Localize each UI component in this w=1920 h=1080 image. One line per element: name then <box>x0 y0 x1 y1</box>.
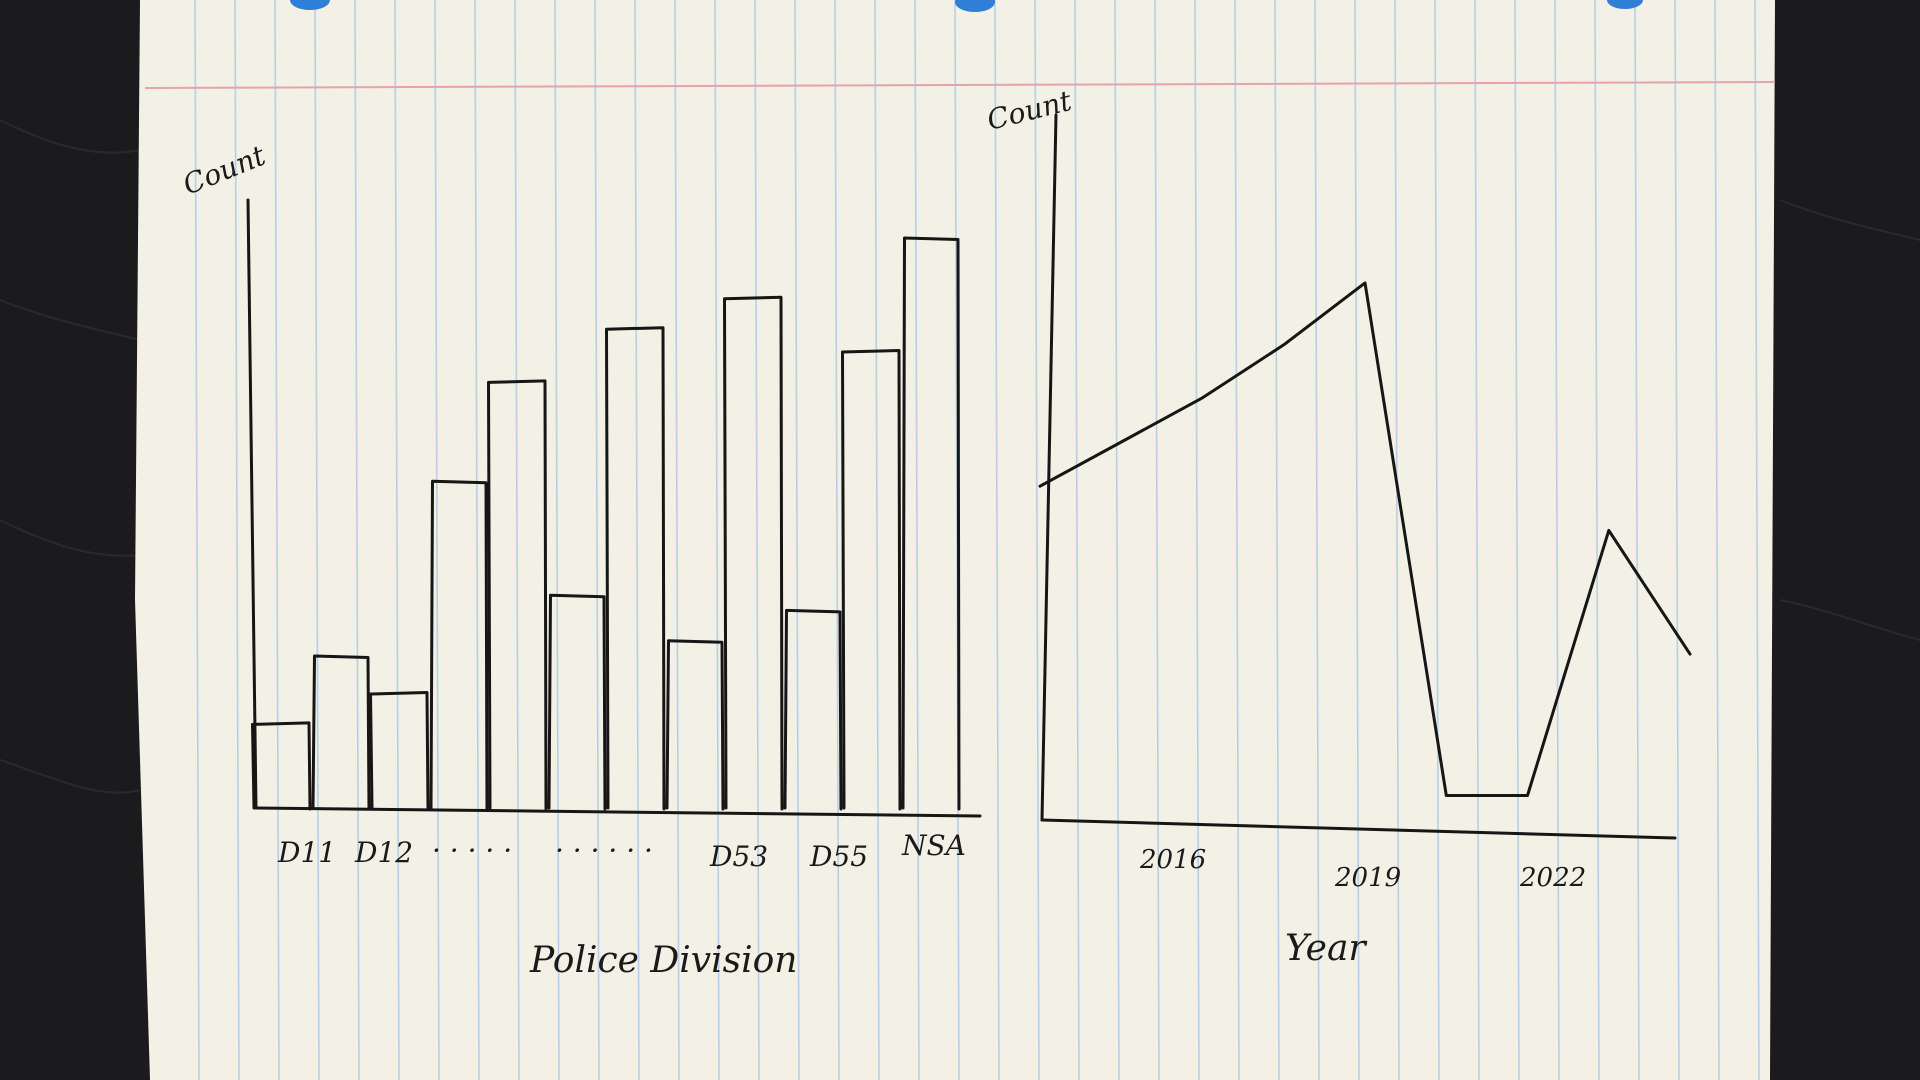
rule-line <box>1074 0 1080 1080</box>
bar <box>429 479 489 811</box>
rule-line <box>314 0 320 1080</box>
rule-line <box>954 0 960 1080</box>
rule-line <box>434 0 440 1080</box>
line-tick-label-2019: 2019 <box>1334 863 1401 893</box>
bar <box>901 236 961 811</box>
bar-tick-label-d11: D11 <box>277 836 336 869</box>
line-chart: Count 2016 2019 2022 Year <box>984 84 1692 969</box>
rule-line <box>1034 0 1040 1080</box>
binder-hole <box>1607 0 1643 9</box>
rule-line <box>474 0 480 1080</box>
margin-line <box>144 81 1776 89</box>
bar-chart-y-axis <box>246 198 258 810</box>
bar <box>783 608 843 811</box>
rule-line <box>1674 0 1680 1080</box>
rule-line <box>674 0 680 1080</box>
rule-line <box>1154 0 1160 1080</box>
rule-line <box>1474 0 1480 1080</box>
rule-line <box>1634 0 1640 1080</box>
rule-line <box>1354 0 1360 1080</box>
bar <box>251 721 312 811</box>
line-tick-label-2022: 2022 <box>1519 863 1586 893</box>
rule-line <box>554 0 560 1080</box>
rule-line <box>874 0 880 1080</box>
bar-tick-label-nsa: NSA <box>901 829 966 862</box>
rule-line <box>1114 0 1120 1080</box>
rule-line <box>754 0 760 1080</box>
rule-line <box>1514 0 1520 1080</box>
rule-line <box>1194 0 1200 1080</box>
rule-line <box>514 0 520 1080</box>
rule-line <box>194 0 200 1080</box>
bar <box>547 593 607 811</box>
line-chart-x-axis <box>1040 818 1677 840</box>
bar-tick-label-d12: D12 <box>354 836 413 869</box>
rule-line <box>1434 0 1440 1080</box>
rule-line <box>354 0 360 1080</box>
rule-line <box>274 0 280 1080</box>
rule-line <box>1314 0 1320 1080</box>
bar-chart-bars <box>251 236 961 811</box>
line-chart-x-label: Year <box>1285 928 1367 969</box>
bar-tick-label-d55: D55 <box>809 840 868 873</box>
binder-hole <box>955 0 995 12</box>
rule-line <box>234 0 240 1080</box>
line-tick-label-2016: 2016 <box>1139 845 1206 875</box>
rule-line <box>914 0 920 1080</box>
rule-line <box>1274 0 1280 1080</box>
bar <box>665 639 725 811</box>
bar-tick-label-ellipsis-2: · · · · · · <box>555 834 653 867</box>
rule-line <box>634 0 640 1080</box>
bar <box>605 326 666 811</box>
rule-line <box>1754 0 1760 1080</box>
binder-hole <box>290 0 330 10</box>
bar-chart-x-label: Police Division <box>529 940 797 981</box>
bar <box>723 295 784 811</box>
rule-line <box>1594 0 1600 1080</box>
rule-line <box>1714 0 1720 1080</box>
rule-line <box>994 0 1000 1080</box>
rule-line <box>594 0 600 1080</box>
line-chart-y-axis <box>1040 113 1058 822</box>
bar <box>369 691 430 811</box>
ruled-lines <box>194 0 1760 1080</box>
rule-line <box>1394 0 1400 1080</box>
rule-line <box>834 0 840 1080</box>
bar <box>841 349 902 811</box>
bar-tick-label-d53: D53 <box>709 840 768 873</box>
rule-line <box>794 0 800 1080</box>
rule-line <box>1554 0 1560 1080</box>
rule-line <box>1234 0 1240 1080</box>
bar <box>487 379 548 811</box>
rule-line <box>394 0 400 1080</box>
rule-line <box>714 0 720 1080</box>
line-chart-series <box>1038 281 1692 797</box>
bar-tick-label-ellipsis-1: · · · · · <box>432 834 512 867</box>
bar-chart-x-axis <box>254 806 982 818</box>
bar <box>311 654 371 811</box>
wood-grain <box>0 119 1920 794</box>
